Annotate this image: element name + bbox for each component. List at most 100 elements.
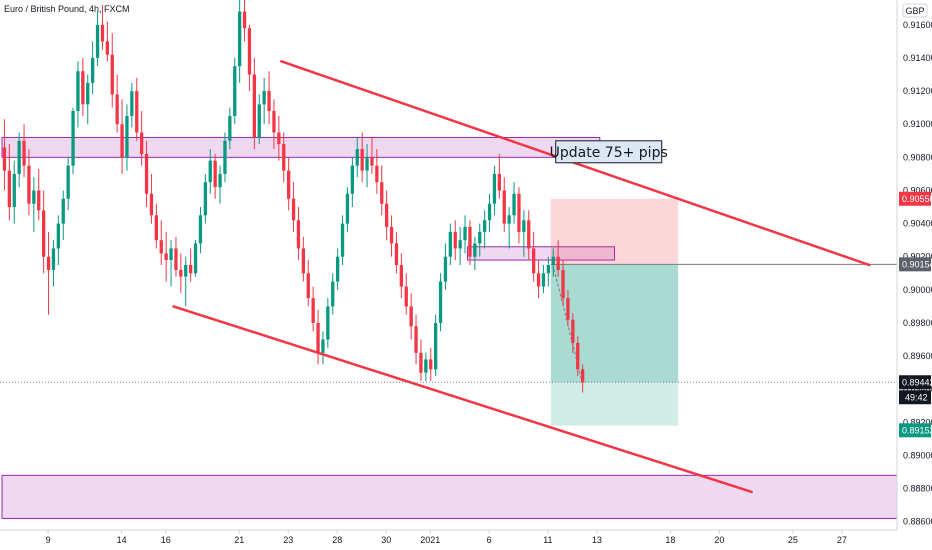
candle-body: [463, 226, 467, 241]
candle-body: [345, 193, 350, 224]
candle-body: [566, 298, 570, 320]
candle: [169, 240, 173, 287]
candle: [154, 203, 158, 249]
candle: [311, 286, 315, 332]
candle-body: [546, 265, 550, 274]
candle-body: [478, 231, 482, 244]
candle-body: [233, 66, 237, 116]
candle: [316, 309, 320, 365]
profit-zone-remaining[interactable]: [550, 382, 679, 426]
candle: [532, 231, 536, 282]
candle-body: [91, 57, 95, 83]
candle-body: [306, 273, 310, 299]
countdown-box: [899, 390, 931, 405]
candle-body: [198, 215, 203, 244]
candle: [144, 140, 149, 208]
candle-body: [355, 149, 359, 166]
price-tag-box: [899, 191, 931, 206]
candle-body: [522, 220, 526, 232]
candle-body: [272, 110, 276, 133]
stop-zone[interactable]: [550, 198, 679, 265]
candle-body: [316, 322, 320, 353]
candle-body: [399, 265, 403, 287]
candle: [135, 77, 139, 141]
candle: [492, 165, 497, 216]
profit-zone-filled[interactable]: [550, 264, 679, 383]
candle-body: [492, 173, 497, 204]
zone-1[interactable]: [467, 246, 615, 261]
candle: [389, 215, 394, 257]
candle: [37, 168, 41, 221]
zone-2[interactable]: [1, 474, 898, 519]
currency-badge[interactable]: [902, 3, 928, 18]
price-tag: 0.90154: [899, 257, 932, 272]
candle: [546, 256, 550, 287]
candle: [375, 149, 379, 194]
candle: [527, 210, 531, 261]
candle: [56, 215, 60, 265]
price-tag-label: 0.89442: [902, 377, 932, 387]
candle: [483, 210, 487, 249]
candle-body: [517, 193, 521, 232]
candle: [541, 265, 546, 294]
candle: [453, 220, 457, 261]
candle-body: [301, 248, 305, 274]
candle: [419, 339, 423, 381]
annotation-text: Update 75+ pips: [550, 145, 668, 161]
candle-body: [149, 193, 154, 216]
candle: [242, 0, 247, 42]
price-tag-box: [899, 257, 931, 272]
candle-body: [296, 220, 301, 249]
price-tag: 0.89152: [899, 423, 932, 438]
candle: [424, 352, 428, 381]
candle: [473, 236, 477, 270]
trendline-1[interactable]: [172, 305, 753, 494]
time-axis[interactable]: 9 14 16 21 23 28 30 2021 6 11 13 18 20 25 27: [46, 530, 847, 545]
candle: [193, 240, 198, 277]
annotation-layer[interactable]: Update 75+ pips: [550, 140, 668, 164]
annotation-box[interactable]: [555, 140, 663, 164]
candle: [110, 33, 114, 108]
candle: [409, 293, 413, 340]
candle-body: [169, 248, 173, 261]
candle: [159, 220, 163, 265]
candle: [272, 99, 276, 150]
candle-body: [105, 41, 109, 55]
candle: [370, 137, 374, 174]
candle-body: [213, 160, 217, 188]
candle: [458, 226, 462, 265]
candle: [22, 124, 26, 178]
candle-body: [404, 286, 408, 307]
candle: [130, 82, 134, 128]
candle-body: [291, 198, 296, 221]
candle: [336, 248, 340, 290]
candle: [238, 0, 242, 83]
candle: [551, 248, 555, 277]
candle: [296, 207, 301, 261]
candle-body: [277, 132, 281, 145]
candle-body: [561, 269, 565, 299]
candle: [360, 132, 364, 183]
candle-body: [389, 226, 394, 244]
plot-background: [0, 0, 897, 530]
candle: [321, 331, 325, 365]
candle: [203, 173, 207, 224]
candle: [208, 149, 212, 194]
candle: [497, 154, 501, 199]
candle-body: [76, 71, 80, 111]
price-tag-box: [899, 423, 931, 438]
candle-body: [223, 140, 227, 174]
candle: [105, 21, 109, 62]
candle: [355, 137, 359, 178]
candle-body: [375, 165, 379, 183]
candle: [502, 177, 506, 232]
candle-body: [287, 170, 291, 199]
candle-body: [238, 11, 242, 67]
candle: [76, 61, 80, 128]
